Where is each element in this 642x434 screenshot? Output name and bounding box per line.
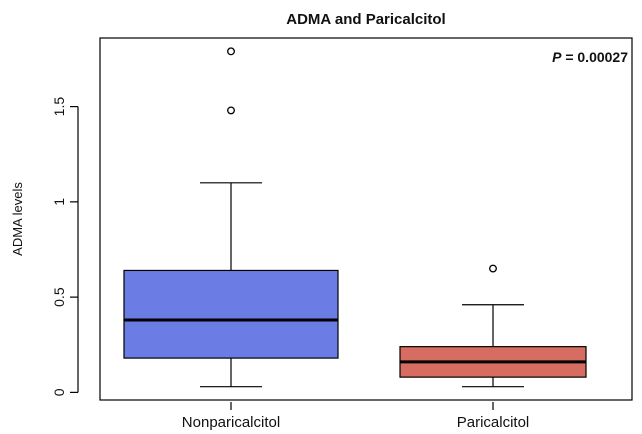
plot-frame [99, 37, 633, 401]
p-value-annotation: P = 0.00027 [552, 49, 628, 65]
outlier-point [227, 47, 235, 56]
p-value-prefix: P [552, 49, 562, 65]
y-tick-label: 1 [51, 198, 67, 206]
box-iqr [123, 269, 339, 359]
x-tick-label: Nonparicalcitol [182, 414, 280, 431]
chart-title: ADMA and Paricalcitol [286, 11, 445, 28]
y-tick-label: 1.5 [51, 97, 67, 117]
outlier-point [489, 264, 497, 273]
y-tick-label: 0 [51, 388, 67, 396]
y-axis-label: ADMA levels [10, 182, 25, 256]
box-group [399, 264, 587, 388]
x-tick-label: Paricalcitol [457, 414, 530, 431]
y-ticks: 0 0.5 1 1.5 [51, 97, 78, 396]
outlier-point [227, 106, 235, 115]
p-value-text: = 0.00027 [561, 49, 628, 65]
box-group [123, 47, 339, 388]
x-ticks: Nonparicalcitol Paricalcitol [182, 402, 529, 431]
boxes [123, 47, 587, 388]
y-tick-label: 0.5 [51, 287, 67, 307]
